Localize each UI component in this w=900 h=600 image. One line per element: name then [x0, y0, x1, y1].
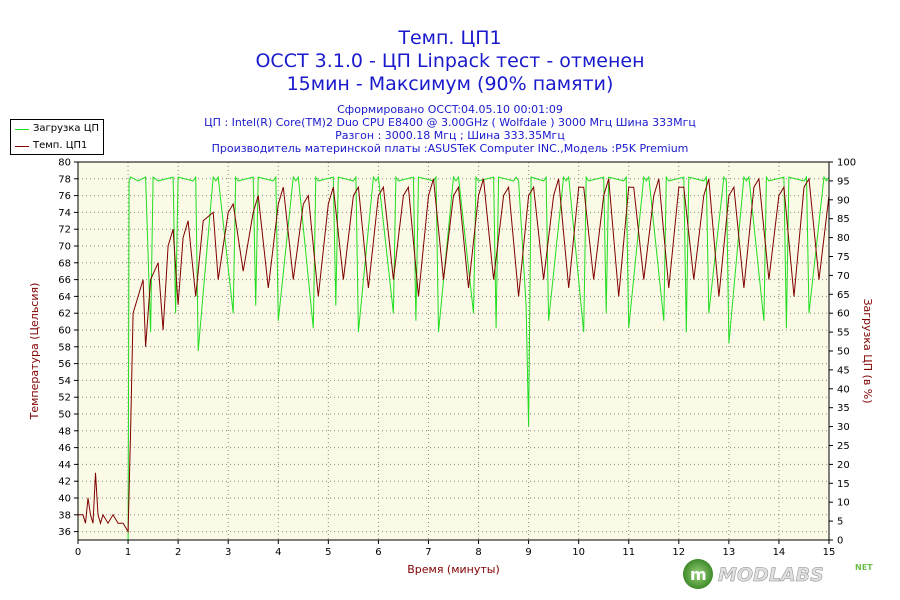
y-left-tick-label: 64: [58, 292, 71, 303]
y-right-tick-label: 65: [837, 290, 850, 301]
y-right-tick-label: 15: [837, 479, 850, 490]
y-left-tick-label: 78: [58, 174, 71, 185]
y-right-tick-label: 35: [837, 403, 850, 414]
y-right-tick-label: 70: [837, 271, 850, 282]
y-left-axis-label: Температура (Цельсия): [28, 283, 41, 421]
y-left-tick-label: 48: [58, 426, 71, 437]
y-right-tick-label: 30: [837, 422, 850, 433]
x-tick-label: 5: [325, 547, 331, 558]
overclock-info: Разгон : 3000.18 Мгц ; Шина 333.35Мгц: [335, 129, 565, 142]
y-right-tick-label: 80: [837, 233, 850, 244]
y-right-tick-label: 95: [837, 176, 850, 187]
x-tick-label: 15: [823, 547, 836, 558]
y-left-tick-label: 76: [58, 191, 71, 202]
y-right-axis-label: Загрузка ЦП (в %): [861, 298, 874, 403]
x-tick-label: 4: [275, 547, 281, 558]
y-left-tick-label: 80: [58, 158, 71, 169]
x-tick-label: 6: [375, 547, 381, 558]
y-right-tick-label: 85: [837, 214, 850, 225]
y-left-tick-label: 52: [58, 393, 71, 404]
y-right-tick-label: 20: [837, 460, 850, 471]
y-left-tick-label: 50: [58, 410, 71, 421]
chart-title-line-3: 15мин - Максимум (90% памяти): [286, 73, 614, 95]
legend-item-temp: Темп. ЦП1: [11, 139, 103, 154]
y-left-tick-label: 46: [58, 443, 71, 454]
y-right-tick-label: 75: [837, 252, 850, 263]
x-tick-label: 9: [525, 547, 531, 558]
y-right-tick-label: 5: [837, 517, 843, 528]
y-left-tick-label: 60: [58, 326, 71, 337]
x-tick-label: 10: [572, 547, 585, 558]
y-left-tick-label: 38: [58, 510, 71, 521]
legend-swatch-temp: [15, 146, 29, 147]
x-tick-label: 11: [622, 547, 635, 558]
y-left-tick-label: 66: [58, 275, 71, 286]
y-right-tick-label: 100: [837, 158, 856, 169]
x-tick-label: 14: [773, 547, 786, 558]
y-right-tick-label: 45: [837, 365, 850, 376]
y-left-tick-label: 42: [58, 477, 71, 488]
y-right-tick-label: 0: [837, 536, 843, 547]
y-right-tick-label: 25: [837, 441, 850, 452]
y-right-tick-label: 90: [837, 195, 850, 206]
y-right-tick-label: 55: [837, 328, 850, 339]
legend-swatch-load: [15, 129, 29, 130]
legend-label-load: Загрузка ЦП: [33, 123, 100, 134]
y-left-tick-label: 68: [58, 258, 71, 269]
x-axis-label: Время (минуты): [407, 563, 500, 576]
y-left-tick-label: 74: [58, 208, 71, 219]
cpu-info: ЦП : Intel(R) Core(TM)2 Duo CPU E8400 @ …: [204, 116, 696, 129]
logo-suffix: NET: [855, 563, 873, 572]
logo-circle-icon: [683, 559, 713, 589]
x-tick-label: 3: [225, 547, 231, 558]
modlabs-logo: m MODLABS NET: [683, 559, 873, 589]
x-tick-label: 0: [75, 547, 81, 558]
y-left-tick-label: 36: [58, 527, 71, 538]
x-tick-label: 12: [672, 547, 685, 558]
logo-text: MODLABS: [718, 564, 824, 586]
generated-info: Сформировано OCCT:04.05.10 00:01:09: [337, 103, 563, 116]
svg-text:m: m: [690, 565, 707, 584]
chart-legend: Загрузка ЦП Темп. ЦП1: [10, 119, 104, 155]
motherboard-info: Производитель материнской платы :ASUSTeK…: [211, 142, 689, 155]
y-left-tick-label: 70: [58, 242, 71, 253]
y-left-tick-label: 54: [58, 376, 71, 387]
series-line-temp: [78, 177, 830, 534]
x-tick-label: 13: [722, 547, 735, 558]
plot-area: [78, 162, 829, 540]
y-left-tick-label: 44: [58, 460, 71, 471]
y-right-tick-label: 10: [837, 498, 850, 509]
series-line-load: [78, 175, 830, 541]
x-tick-label: 1: [125, 547, 131, 558]
x-tick-label: 8: [475, 547, 481, 558]
y-left-tick-label: 58: [58, 342, 71, 353]
legend-item-load: Загрузка ЦП: [11, 122, 103, 137]
y-right-tick-label: 40: [837, 384, 850, 395]
legend-label-temp: Темп. ЦП1: [33, 140, 88, 151]
x-tick-label: 2: [175, 547, 181, 558]
y-right-tick-label: 50: [837, 347, 850, 358]
y-right-tick-label: 60: [837, 309, 850, 320]
y-left-tick-label: 72: [58, 225, 71, 236]
y-left-tick-label: 62: [58, 309, 71, 320]
x-tick-label: 7: [425, 547, 431, 558]
plot-border: [77, 161, 830, 541]
y-left-tick-label: 40: [58, 494, 71, 505]
chart-title-line-2: OCCT 3.1.0 - ЦП Linpack тест - отменен: [255, 50, 645, 72]
chart-title: Темп. ЦП1: [398, 27, 502, 49]
y-left-tick-label: 56: [58, 359, 71, 370]
